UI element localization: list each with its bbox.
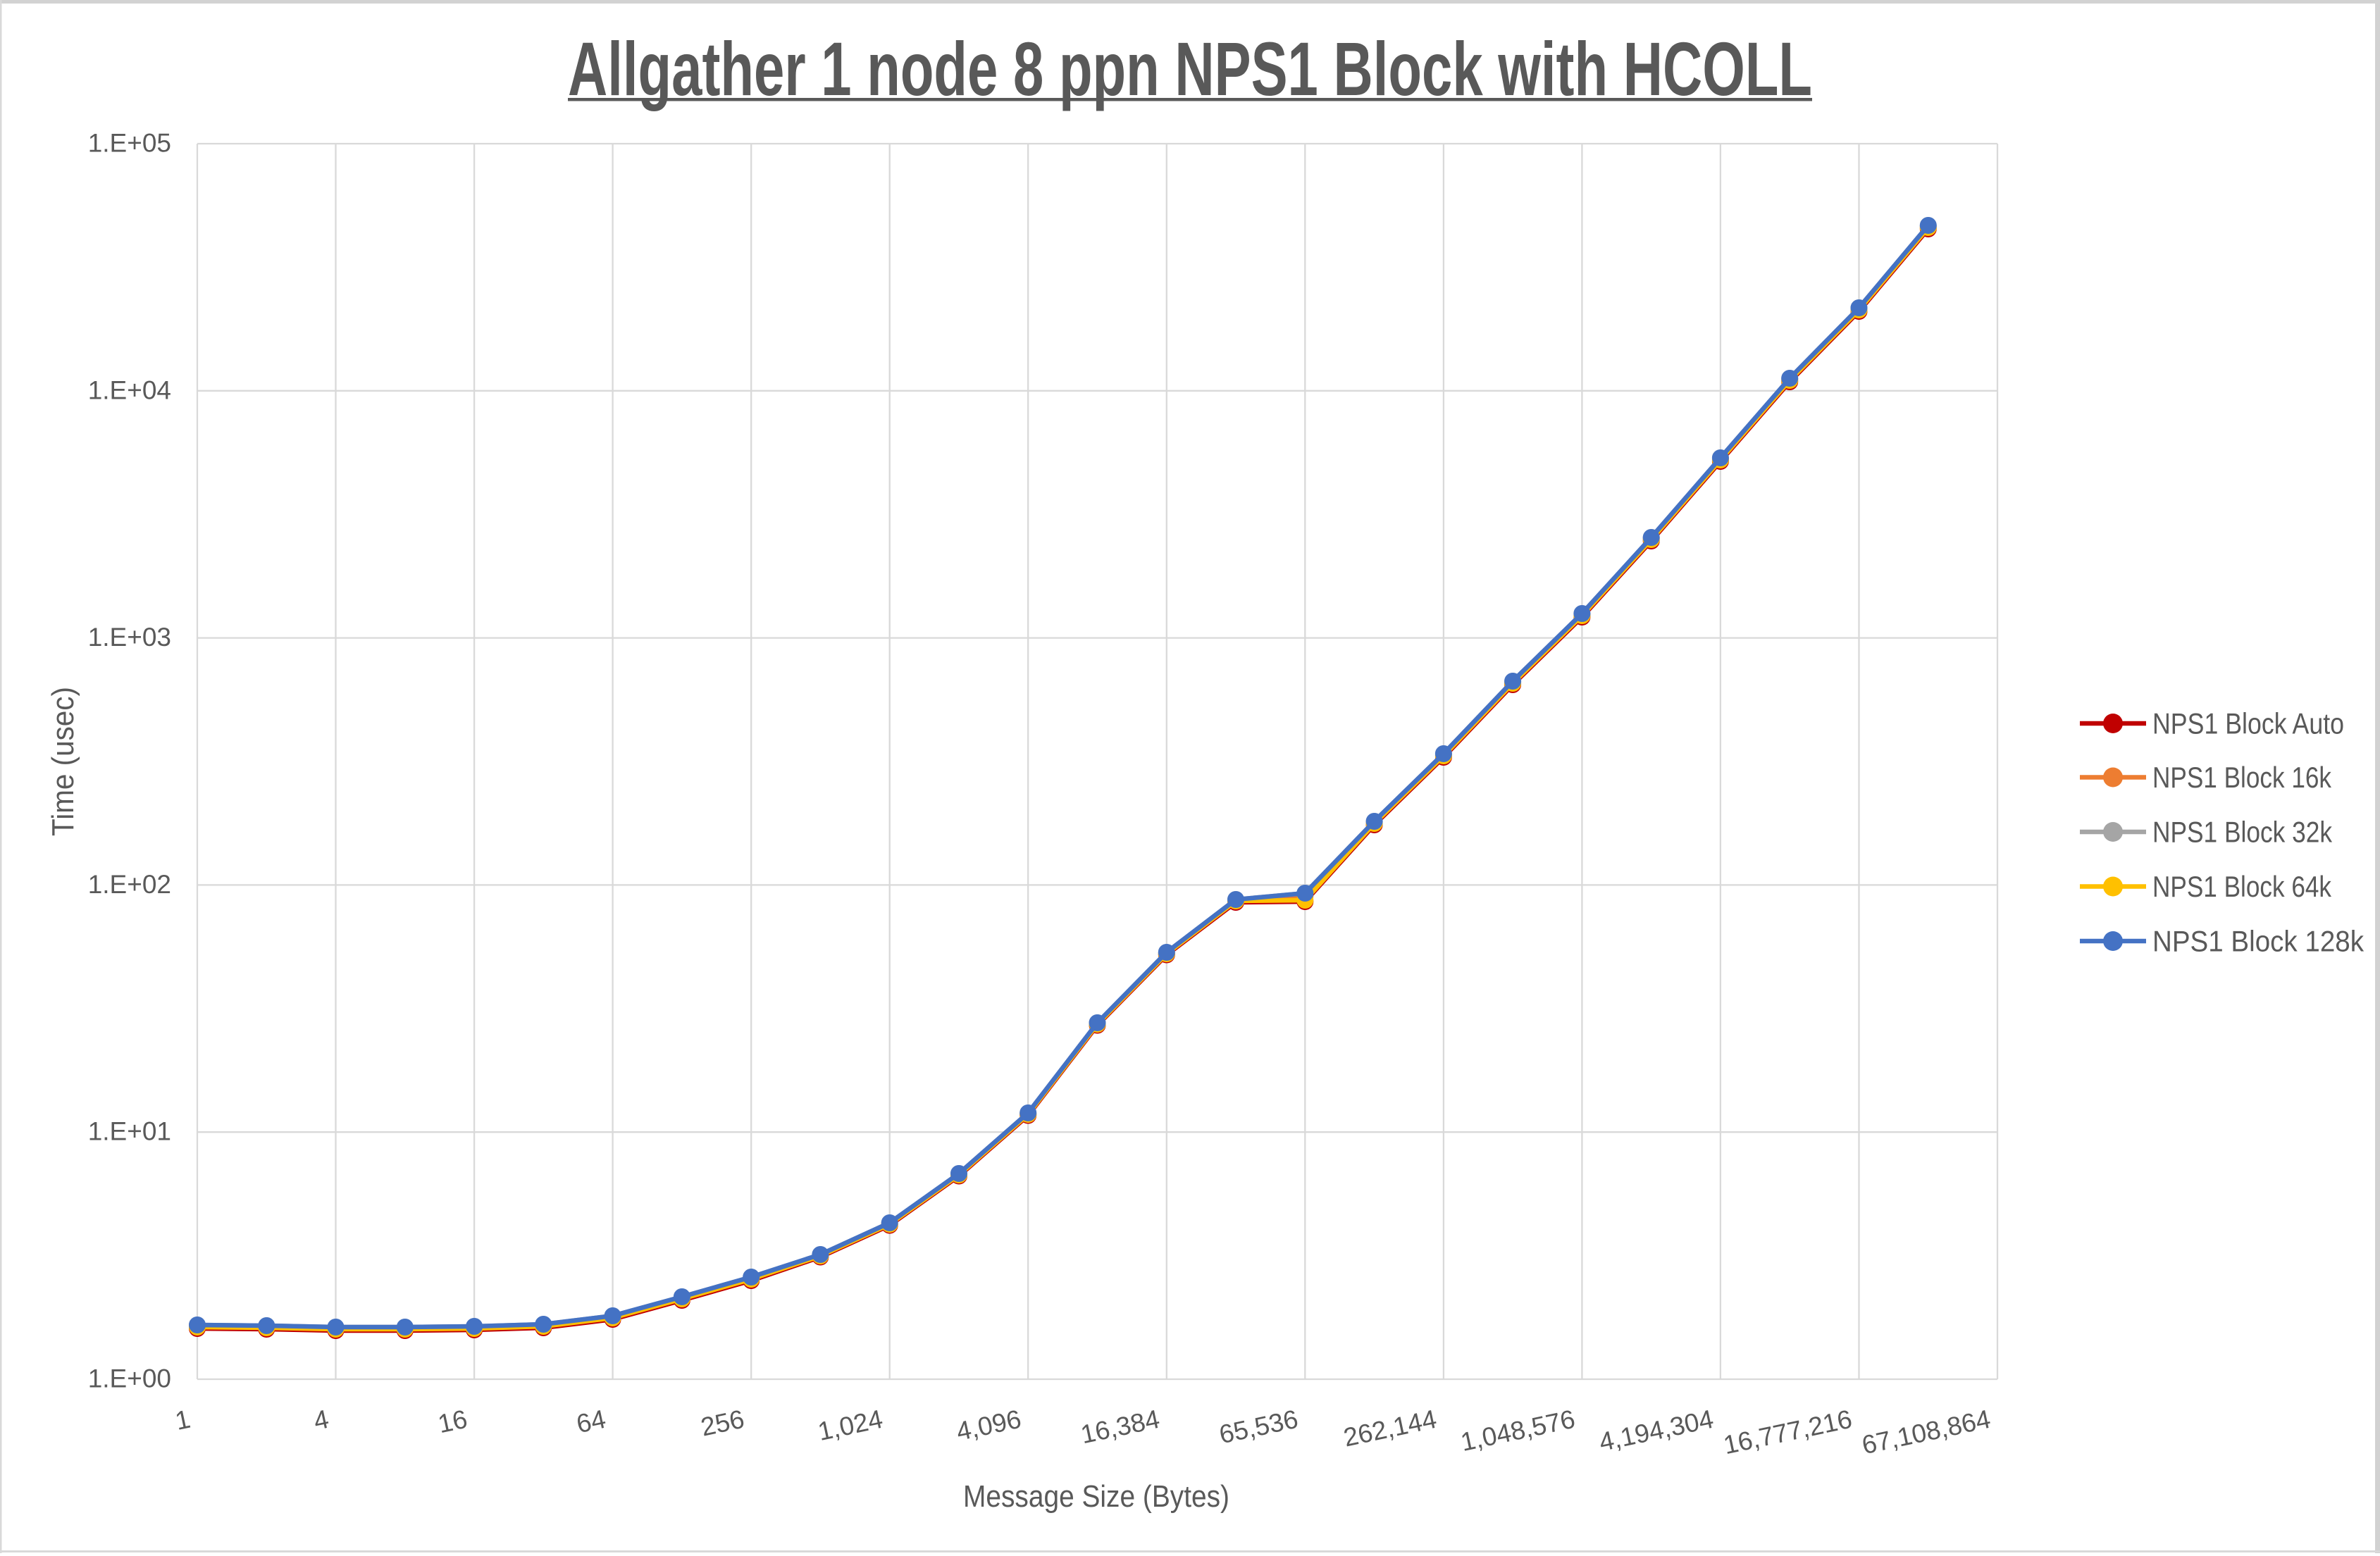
svg-text:64: 64 bbox=[574, 1405, 608, 1439]
svg-text:NPS1 Block Auto: NPS1 Block Auto bbox=[2152, 707, 2344, 740]
svg-text:NPS1 Block 32k: NPS1 Block 32k bbox=[2152, 816, 2333, 849]
svg-text:Allgather 1 node 8 ppn NPS1 Bl: Allgather 1 node 8 ppn NPS1 Block with H… bbox=[568, 26, 1812, 111]
svg-text:Time (usec): Time (usec) bbox=[46, 687, 80, 836]
svg-text:Message Size (Bytes): Message Size (Bytes) bbox=[963, 1479, 1229, 1514]
svg-text:1.E+04: 1.E+04 bbox=[88, 375, 171, 404]
svg-text:NPS1 Block 128k: NPS1 Block 128k bbox=[2152, 925, 2364, 958]
svg-text:1.E+00: 1.E+00 bbox=[88, 1364, 171, 1393]
svg-text:16: 16 bbox=[435, 1405, 470, 1439]
svg-text:1.E+03: 1.E+03 bbox=[88, 623, 171, 652]
svg-text:1.E+01: 1.E+01 bbox=[88, 1117, 171, 1146]
svg-text:NPS1 Block 64k: NPS1 Block 64k bbox=[2152, 870, 2332, 903]
svg-text:1.E+02: 1.E+02 bbox=[88, 870, 171, 899]
svg-text:1.E+05: 1.E+05 bbox=[88, 129, 171, 158]
svg-text:NPS1 Block 16k: NPS1 Block 16k bbox=[2152, 761, 2332, 794]
